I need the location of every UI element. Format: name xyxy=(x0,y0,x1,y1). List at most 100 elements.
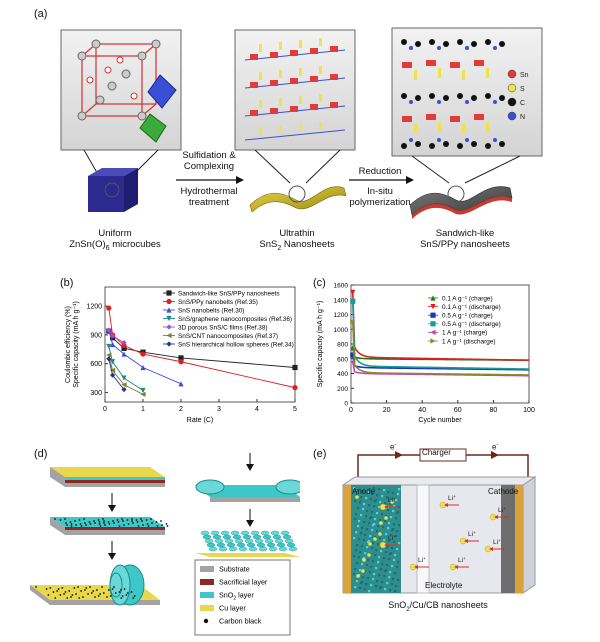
cathode-label: Cathode xyxy=(488,487,519,496)
chart-b-series-line xyxy=(108,330,182,385)
electrolyte-box xyxy=(341,476,537,486)
chart-b-legend-label: SnS/CNT nanocomposites (Ref.37) xyxy=(178,333,278,340)
chart-c-xtick-label: 40 xyxy=(418,407,426,414)
chart-c-first-point xyxy=(350,298,356,304)
chart-b-ytick-label: 1200 xyxy=(86,304,102,311)
sns-layer xyxy=(402,60,489,134)
chart-b-point xyxy=(292,385,298,391)
chart-c-ytick-label: 1200 xyxy=(334,312,349,319)
atom-legend-swatch-s xyxy=(507,83,517,93)
chart-b-ylabel-2: Specific capacity (mA h g⁻¹) xyxy=(73,301,80,388)
chart-b-point xyxy=(121,382,127,388)
chart-b-ylabel-1: Coulombic efficiency (%) xyxy=(65,306,72,383)
chart-b-point xyxy=(121,345,127,351)
chart-b-legend-label: SnS/graphene nanocomposites (Ref.36) xyxy=(178,316,292,323)
ion-label: Li+ xyxy=(448,494,456,502)
arrow1-top-text: Sulfidation & Complexing xyxy=(182,150,236,172)
chart-b-point xyxy=(106,352,112,358)
chart-b-legend-marker xyxy=(166,332,172,339)
chart-b-point xyxy=(106,356,112,362)
chart-b-xtick-label: 4 xyxy=(255,406,259,413)
charger-box xyxy=(419,448,467,462)
nanosheet-caption: Ultrathin SnS2 Nanosheets xyxy=(259,228,335,252)
chart-b-point xyxy=(140,364,146,371)
chart-b-series-2 xyxy=(106,327,184,387)
ion-label: Li+ xyxy=(388,496,396,504)
chart-c-legend-label: 0.1 A g⁻¹ (discharge) xyxy=(442,304,501,311)
ion-label: Li+ xyxy=(458,556,466,564)
chart-b-point xyxy=(140,391,146,397)
chart-c-legend-label: 0.5 A g⁻¹ (charge) xyxy=(442,313,493,320)
chart-b-point xyxy=(110,359,116,365)
sns2-layers xyxy=(244,38,346,141)
legend-swatch xyxy=(200,579,214,585)
chart-b-point xyxy=(106,343,112,350)
chart-b-legend-label: SnS hierarchical hollow spheres (Ref.34) xyxy=(178,341,294,348)
chart-b-legend-label: SnS/PPy nanobelts (Ref.35) xyxy=(178,299,258,306)
ion-label: Li+ xyxy=(388,534,396,542)
legend-label: Carbon black xyxy=(219,617,262,626)
chart-b-ytick-label: 300 xyxy=(90,390,102,397)
chart-c-xtick-label: 0 xyxy=(349,407,353,414)
arrow2-top-text: Reduction xyxy=(358,166,402,177)
chart-b-point xyxy=(121,342,127,349)
chart-c-ytick-label: 1400 xyxy=(334,297,349,304)
chart-b-point xyxy=(106,327,112,333)
chart-b-point xyxy=(110,341,116,348)
chart-c-xlabel: Cycle number xyxy=(418,417,462,424)
chart-b-legend-label: 3D porous SnS/C films (Ref.38) xyxy=(178,324,268,331)
atom-legend-swatch-n xyxy=(507,111,517,121)
rate-capability-chart: 0 1 2 3 4 5 300 600 900 1200 Rate (C) Coulombic eff… xyxy=(65,286,298,424)
chart-c-series-line xyxy=(351,301,530,370)
stack-step-1 xyxy=(50,467,165,487)
fabrication-schematic: Substrate Sacrificial layer SnO2 layer Cu l… xyxy=(30,453,300,636)
chart-c-first-point xyxy=(350,289,356,295)
legend-label: SnO2 layer xyxy=(219,591,254,602)
legend-label: Cu layer xyxy=(219,604,246,613)
battery-schematic: Li+ Li+ Li+ Li+ Li+ Li+ Li+ Li+ xyxy=(341,448,537,594)
chart-b-point xyxy=(140,387,146,394)
chart-c-xtick-label: 100 xyxy=(523,407,535,414)
chart-b-legend-marker xyxy=(166,298,172,305)
chart-c-ytick-label: 200 xyxy=(337,386,348,393)
legend-swatch xyxy=(200,592,214,598)
microcube-side xyxy=(124,168,138,212)
legend-swatch-carbon-black xyxy=(203,618,209,624)
chart-b-series-5 xyxy=(106,352,146,397)
anode-label: Anode xyxy=(352,487,376,496)
ppy-layer xyxy=(401,39,505,149)
chart-c-frame xyxy=(350,284,530,404)
chart-c-series-3 xyxy=(350,298,530,370)
microcube-caption: Uniform ZnSn(O)6 microcubes xyxy=(69,228,161,252)
atom-legend-swatch-c xyxy=(507,97,517,107)
chart-b-point xyxy=(292,364,298,371)
chart-b-xtick-label: 0 xyxy=(103,406,107,413)
chart-b-series-4 xyxy=(106,327,127,346)
cycling-performance-chart: 0 20 40 60 80 1000200400600800100012001400160… xyxy=(317,283,535,425)
chart-c-ytick-label: 1600 xyxy=(334,283,349,290)
chart-c-legend-label: 0.5 A g⁻¹ (discharge) xyxy=(442,321,501,328)
panel-a-illustration: Sn SCN xyxy=(60,27,543,219)
anode-current-collector xyxy=(343,485,351,593)
cathode-current-collector xyxy=(515,485,523,593)
atom-legend-swatch-sn xyxy=(507,69,517,79)
chart-c-first-point xyxy=(350,319,356,325)
chart-c-series-1 xyxy=(350,289,530,362)
electron-right: e- xyxy=(492,442,499,452)
chart-c-first-point xyxy=(350,352,356,358)
chart-c-ylabel: Specific capacity (mA h g⁻¹) xyxy=(317,301,324,388)
sandwich-ppy-edge xyxy=(412,196,512,219)
chart-b-legend-marker xyxy=(166,315,172,322)
charger-label: Charger xyxy=(422,448,451,457)
chart-b-point xyxy=(121,375,127,381)
chart-b-xlabel: Rate (C) xyxy=(187,417,213,424)
legend-swatch xyxy=(200,605,214,611)
chart-c-series-5 xyxy=(350,319,530,376)
ion-label: Li+ xyxy=(418,556,426,564)
chart-b-frame xyxy=(104,286,296,403)
layer-legend: Substrate Sacrificial layer SnO2 layer Cu l… xyxy=(200,565,268,626)
chart-b-series-6 xyxy=(106,356,127,393)
chart-c-series-line xyxy=(351,321,530,376)
chart-b-ytick-label: 600 xyxy=(90,361,102,368)
chart-b-legend-marker xyxy=(166,290,172,296)
